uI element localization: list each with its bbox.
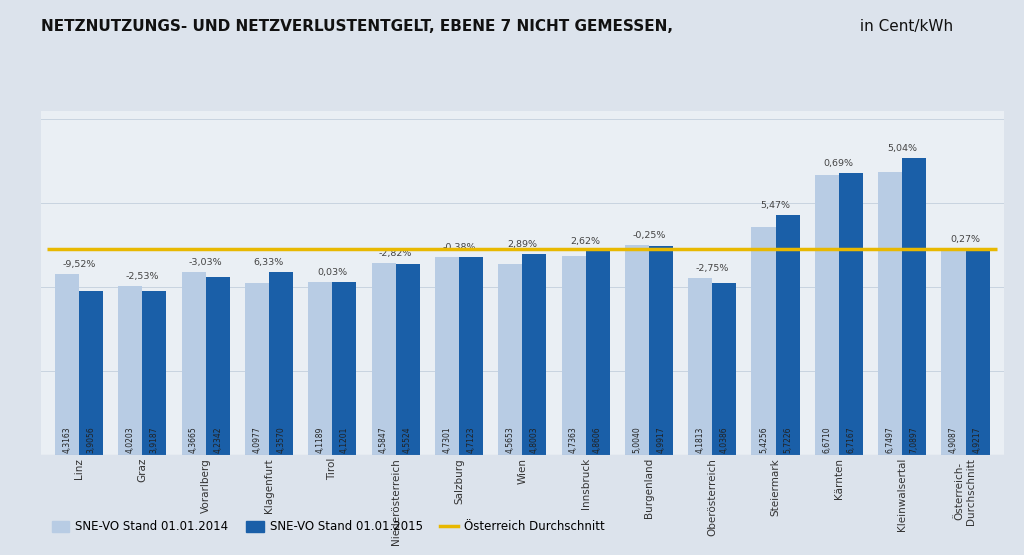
Bar (206, 278, 229, 455)
Text: 3,9056: 3,9056 (86, 426, 95, 452)
Bar (459, 258, 483, 455)
Bar (55, 274, 79, 455)
Text: 4,1189: 4,1189 (315, 426, 325, 452)
Bar (649, 246, 673, 455)
Text: 4,3163: 4,3163 (62, 426, 72, 452)
Text: 4,3665: 4,3665 (189, 426, 198, 452)
Text: 4,1813: 4,1813 (695, 426, 705, 452)
Bar (966, 249, 989, 455)
Bar (435, 256, 459, 455)
Text: 4,0203: 4,0203 (126, 426, 135, 452)
Text: 0,27%: 0,27% (950, 235, 981, 244)
Text: -2,82%: -2,82% (379, 249, 413, 258)
Text: 4,9217: 4,9217 (973, 426, 982, 452)
Text: 6,7497: 6,7497 (886, 426, 895, 452)
Bar (713, 283, 736, 455)
Text: 4,0386: 4,0386 (720, 426, 729, 452)
Bar (332, 282, 356, 455)
Text: -3,03%: -3,03% (188, 258, 222, 267)
Text: 5,47%: 5,47% (761, 201, 791, 210)
Text: 4,5653: 4,5653 (506, 426, 515, 452)
Text: 6,7167: 6,7167 (847, 426, 855, 452)
Text: 4,3570: 4,3570 (276, 426, 286, 452)
Bar (586, 251, 609, 455)
Text: 5,04%: 5,04% (887, 144, 918, 153)
Text: -2,53%: -2,53% (126, 273, 159, 281)
Text: 4,7123: 4,7123 (467, 426, 475, 452)
Bar (625, 245, 649, 455)
Text: -0,25%: -0,25% (632, 231, 666, 240)
Bar (79, 291, 103, 455)
Bar (752, 228, 775, 455)
Text: 4,8003: 4,8003 (529, 426, 539, 452)
Text: 2,62%: 2,62% (570, 237, 600, 246)
Text: in Cent/kWh: in Cent/kWh (855, 19, 953, 34)
Text: 4,0977: 4,0977 (252, 426, 261, 452)
Text: -2,75%: -2,75% (695, 264, 729, 273)
Text: 6,6710: 6,6710 (822, 426, 831, 452)
Bar (561, 256, 586, 455)
Text: 5,4256: 5,4256 (759, 426, 768, 452)
Text: 7,0897: 7,0897 (909, 426, 919, 452)
Bar (245, 283, 269, 455)
Text: 4,9087: 4,9087 (949, 426, 958, 452)
Text: 4,8606: 4,8606 (593, 426, 602, 452)
Text: 3,9187: 3,9187 (150, 426, 159, 452)
Text: 4,5847: 4,5847 (379, 426, 388, 452)
Text: 2,89%: 2,89% (507, 240, 538, 249)
Bar (775, 215, 800, 455)
Text: 0,03%: 0,03% (317, 268, 347, 277)
Text: 5,0040: 5,0040 (633, 426, 641, 452)
Bar (941, 249, 966, 455)
Bar (498, 264, 522, 455)
Text: 4,9917: 4,9917 (656, 426, 666, 452)
Text: 4,2342: 4,2342 (213, 426, 222, 452)
Bar (902, 158, 927, 455)
Text: 4,1201: 4,1201 (340, 426, 349, 452)
Bar (372, 263, 395, 455)
Text: 4,7363: 4,7363 (569, 426, 578, 452)
Text: 0,69%: 0,69% (824, 159, 854, 168)
Text: 4,5524: 4,5524 (403, 426, 412, 452)
Text: -0,38%: -0,38% (442, 243, 476, 251)
Bar (879, 172, 902, 455)
Bar (142, 291, 166, 455)
Bar (839, 173, 863, 455)
Bar (815, 175, 839, 455)
Text: 5,7226: 5,7226 (783, 426, 793, 452)
Text: -9,52%: -9,52% (62, 260, 95, 269)
Text: 6,33%: 6,33% (254, 258, 284, 267)
Bar (308, 282, 332, 455)
Legend: SNE-VO Stand 01.01.2014, SNE-VO Stand 01.01.2015, Österreich Durchschnitt: SNE-VO Stand 01.01.2014, SNE-VO Stand 01… (47, 516, 609, 538)
Bar (181, 272, 206, 455)
Bar (688, 278, 713, 455)
Text: NETZNUTZUNGS- UND NETZVERLUSTENTGELT, EBENE 7 NICHT GEMESSEN,: NETZNUTZUNGS- UND NETZVERLUSTENTGELT, EB… (41, 19, 673, 34)
Bar (395, 264, 420, 455)
Bar (522, 254, 547, 455)
Bar (118, 286, 142, 455)
Text: 4,7301: 4,7301 (442, 426, 452, 452)
Bar (269, 273, 293, 455)
